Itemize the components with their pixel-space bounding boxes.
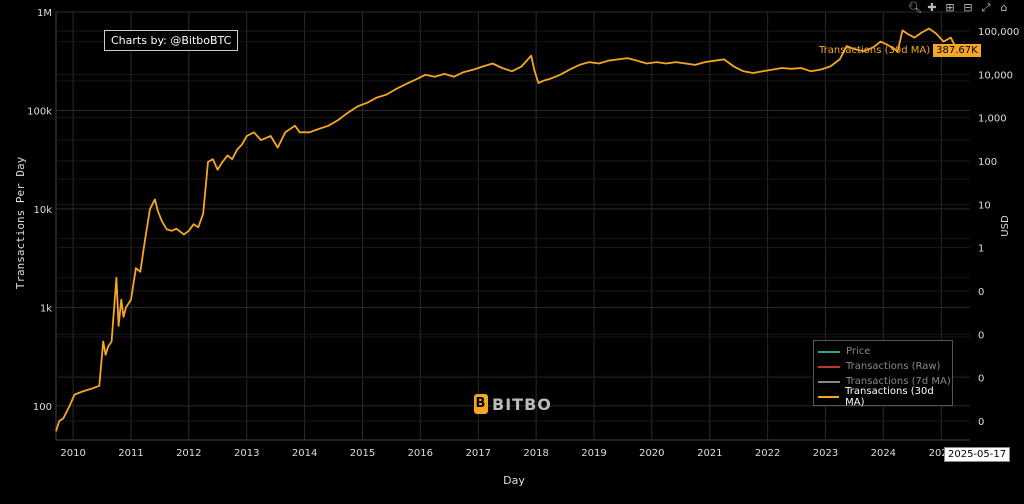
reset-home-icon[interactable]: ⌂ bbox=[1000, 1, 1008, 14]
autoscale-icon[interactable]: ⤢ bbox=[981, 1, 991, 14]
y-axis-ticks: 100 1k 10k 100k 1M bbox=[27, 8, 52, 413]
x-tick-label: 2022 bbox=[755, 448, 780, 459]
y-tick-label: 10k bbox=[33, 205, 52, 216]
x-tick-label: 2014 bbox=[292, 448, 317, 459]
legend-swatch bbox=[818, 395, 840, 398]
x-tick-label: 2013 bbox=[234, 448, 259, 459]
y-tick-label: 1M bbox=[37, 8, 52, 19]
x-tick-label: 2011 bbox=[118, 448, 143, 459]
hover-series-label: Transactions (30d MA) bbox=[819, 45, 931, 56]
hover-tooltip: Transactions (30d MA) 387.67K bbox=[819, 44, 981, 57]
y2-tick-label: 10,000 bbox=[978, 70, 1013, 81]
zoom-in-icon[interactable]: ⊞ bbox=[945, 1, 955, 14]
x-axis-title: Day bbox=[503, 474, 525, 487]
y2-tick-label: 0 bbox=[978, 287, 984, 298]
legend-swatch bbox=[818, 365, 840, 368]
hover-value: 387.67K bbox=[933, 44, 981, 57]
y2-tick-label: 100,000 bbox=[978, 27, 1019, 38]
legend-label: Transactions (30d MA) bbox=[845, 385, 934, 408]
y2-tick-label: 0 bbox=[978, 330, 984, 341]
legend-item-transactions-7d[interactable]: Transactions (7d MA) bbox=[818, 374, 952, 389]
watermark-text: BITBO bbox=[492, 394, 552, 414]
x-tick-label: 2023 bbox=[813, 448, 838, 459]
x-tick-label: 2019 bbox=[581, 448, 606, 459]
legend-swatch bbox=[818, 350, 840, 353]
x-tick-label: 2017 bbox=[466, 448, 491, 459]
bitbo-logo-icon: B bbox=[474, 394, 488, 414]
y-tick-label: 100 bbox=[33, 402, 52, 413]
hover-date: 2025-05-17 bbox=[944, 447, 1011, 462]
x-tick-label: 2025 bbox=[929, 448, 954, 459]
zoom-icon[interactable]: 🔍︎ bbox=[908, 1, 922, 14]
y2-tick-label: 0 bbox=[978, 417, 984, 428]
y-tick-label: 100k bbox=[27, 106, 52, 117]
legend-item-price[interactable]: Price bbox=[818, 344, 952, 359]
x-tick-label: 2015 bbox=[350, 448, 375, 459]
bitbo-watermark: B BITBO bbox=[474, 394, 552, 414]
chart-credit: Charts by: @BitboBTC bbox=[104, 30, 239, 51]
legend-label: Transactions (7d MA) bbox=[846, 376, 951, 387]
y2-axis-title: USD bbox=[1000, 215, 1011, 237]
x-tick-label: 2018 bbox=[523, 448, 548, 459]
y2-tick-label: 100 bbox=[978, 157, 997, 168]
x-axis-ticks: 2010 2011 2012 2013 2014 2015 2016 2017 2018 2019… bbox=[60, 448, 954, 459]
legend-label: Transactions (Raw) bbox=[846, 361, 941, 372]
chart-toolbar: 🔍︎ ✚ ⊞ ⊟ ⤢ ⌂ bbox=[908, 2, 1010, 14]
x-tick-label: 2010 bbox=[60, 448, 85, 459]
legend-label: Price bbox=[846, 346, 871, 357]
y2-tick-label: 1 bbox=[978, 244, 984, 255]
x-tick-label: 2024 bbox=[871, 448, 896, 459]
x-tick-label: 2021 bbox=[697, 448, 722, 459]
legend-item-transactions-30d[interactable]: Transactions (30d MA) bbox=[818, 386, 952, 408]
pan-icon[interactable]: ✚ bbox=[927, 1, 937, 14]
x-tick-label: 2020 bbox=[639, 448, 664, 459]
legend-swatch bbox=[818, 380, 840, 383]
zoom-out-icon[interactable]: ⊟ bbox=[963, 1, 973, 14]
x-tick-label: 2012 bbox=[176, 448, 201, 459]
x-tick-label: 2016 bbox=[408, 448, 433, 459]
chart-legend: Price Transactions (Raw) Transactions (7… bbox=[813, 340, 953, 408]
legend-item-transactions-raw[interactable]: Transactions (Raw) bbox=[818, 359, 952, 374]
price-axis-grid bbox=[56, 30, 970, 422]
series-line-transactions-30d-ma bbox=[55, 27, 964, 432]
y-axis-title: Transactions Per Day bbox=[14, 156, 27, 289]
y2-tick-label: 10 bbox=[978, 200, 991, 211]
grid-lines bbox=[55, 11, 970, 441]
y2-tick-label: 1,000 bbox=[978, 114, 1007, 125]
y-tick-label: 1k bbox=[40, 303, 52, 314]
y2-tick-label: 0 bbox=[978, 374, 984, 385]
